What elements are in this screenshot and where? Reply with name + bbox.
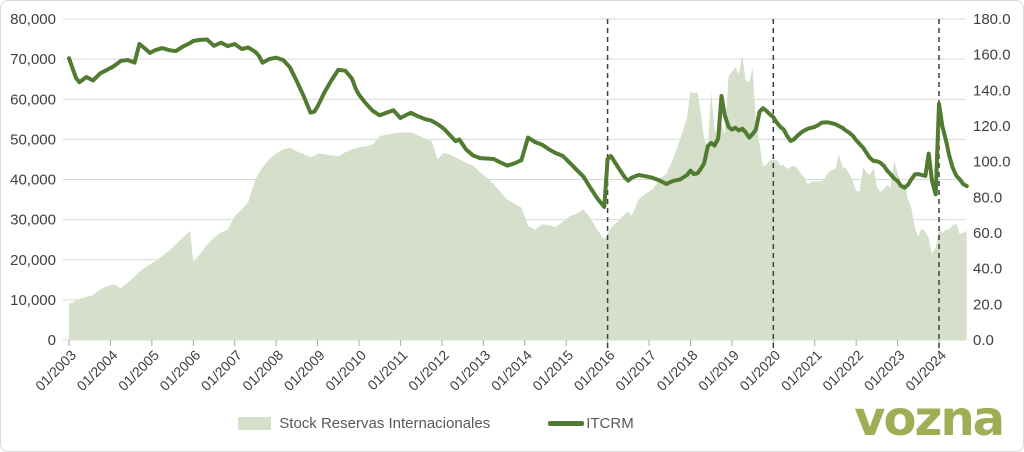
svg-text:01/2003: 01/2003 bbox=[32, 347, 79, 394]
svg-text:01/2017: 01/2017 bbox=[612, 347, 659, 394]
svg-text:01/2007: 01/2007 bbox=[198, 347, 245, 394]
svg-text:01/2020: 01/2020 bbox=[736, 347, 783, 394]
svg-text:01/2008: 01/2008 bbox=[239, 347, 286, 394]
chart-legend: Stock Reservas Internacionales ITCRM bbox=[1, 415, 871, 432]
svg-text:01/2018: 01/2018 bbox=[653, 347, 700, 394]
svg-text:01/2013: 01/2013 bbox=[446, 347, 493, 394]
svg-text:0.0: 0.0 bbox=[973, 332, 994, 349]
svg-text:10,000: 10,000 bbox=[10, 292, 56, 309]
svg-text:01/2023: 01/2023 bbox=[861, 347, 908, 394]
svg-text:70,000: 70,000 bbox=[10, 51, 56, 68]
svg-text:60,000: 60,000 bbox=[10, 91, 56, 108]
svg-text:30,000: 30,000 bbox=[10, 212, 56, 229]
svg-text:01/2011: 01/2011 bbox=[364, 347, 411, 394]
svg-text:01/2010: 01/2010 bbox=[322, 347, 369, 394]
legend-label-reservas: Stock Reservas Internacionales bbox=[279, 415, 491, 432]
svg-text:50,000: 50,000 bbox=[10, 131, 56, 148]
svg-text:01/2019: 01/2019 bbox=[695, 347, 742, 394]
svg-text:01/2005: 01/2005 bbox=[115, 347, 162, 394]
svg-text:20.0: 20.0 bbox=[973, 296, 1002, 313]
svg-text:100.0: 100.0 bbox=[973, 154, 1011, 171]
svg-text:01/2021: 01/2021 bbox=[778, 347, 825, 394]
vozna-logo: vozna bbox=[854, 391, 1005, 447]
svg-text:01/2022: 01/2022 bbox=[819, 347, 866, 394]
legend-item-reservas: Stock Reservas Internacionales bbox=[238, 415, 490, 432]
svg-text:180.0: 180.0 bbox=[973, 11, 1011, 28]
svg-text:20,000: 20,000 bbox=[10, 252, 56, 269]
line-swatch bbox=[548, 421, 585, 426]
svg-text:01/2015: 01/2015 bbox=[529, 347, 576, 394]
svg-text:60.0: 60.0 bbox=[973, 225, 1002, 242]
svg-text:160.0: 160.0 bbox=[973, 47, 1011, 64]
svg-text:01/2006: 01/2006 bbox=[156, 347, 203, 394]
svg-text:01/2014: 01/2014 bbox=[488, 347, 535, 394]
svg-text:40,000: 40,000 bbox=[10, 172, 56, 189]
svg-text:01/2009: 01/2009 bbox=[281, 347, 328, 394]
svg-text:40.0: 40.0 bbox=[973, 261, 1002, 278]
svg-text:01/2016: 01/2016 bbox=[571, 347, 618, 394]
svg-text:120.0: 120.0 bbox=[973, 118, 1011, 135]
legend-item-itcrm: ITCRM bbox=[548, 415, 634, 432]
area-swatch bbox=[238, 417, 272, 430]
legend-label-itcrm: ITCRM bbox=[586, 415, 634, 432]
svg-text:140.0: 140.0 bbox=[973, 82, 1011, 99]
svg-text:80,000: 80,000 bbox=[10, 11, 56, 28]
svg-text:80.0: 80.0 bbox=[973, 189, 1002, 206]
svg-text:01/2024: 01/2024 bbox=[902, 347, 949, 394]
svg-text:01/2012: 01/2012 bbox=[405, 347, 452, 394]
svg-text:0: 0 bbox=[48, 332, 56, 349]
svg-text:01/2004: 01/2004 bbox=[73, 347, 120, 394]
